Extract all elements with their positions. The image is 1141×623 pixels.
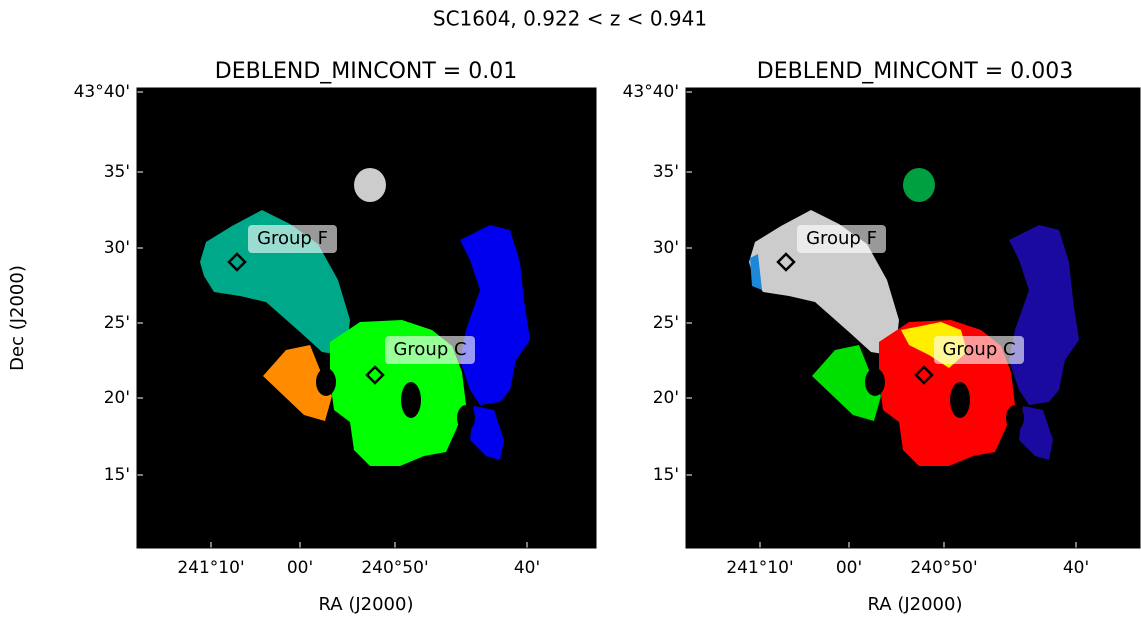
hole bbox=[316, 368, 336, 396]
panel: 241°10' 00' 240°50' 40' 43°40' 35' 30' 25' 20' 15… bbox=[623, 59, 1141, 615]
axes-frame bbox=[685, 87, 1141, 549]
annotation-box bbox=[934, 336, 1024, 364]
y-tick-label: 25' bbox=[104, 313, 130, 333]
segment bbox=[354, 168, 386, 202]
y-tick-label: 20' bbox=[653, 388, 679, 408]
x-axis-label: RA (J2000) bbox=[868, 594, 963, 615]
y-tick-label: 20' bbox=[104, 388, 130, 408]
annotation-box bbox=[248, 225, 337, 253]
y-tick-label: 30' bbox=[104, 238, 130, 258]
y-tick-label: 35' bbox=[653, 162, 679, 182]
x-tick-label: 240°50' bbox=[910, 558, 977, 578]
annotation-box bbox=[385, 336, 475, 364]
y-tick-label: 25' bbox=[653, 313, 679, 333]
segment bbox=[1019, 406, 1053, 460]
annotation: Group C bbox=[393, 339, 466, 360]
annotation: Group C bbox=[942, 339, 1015, 360]
segment bbox=[812, 345, 881, 421]
panel-title: DEBLEND_MINCONT = 0.003 bbox=[757, 59, 1073, 84]
x-tick-label: 40' bbox=[1063, 558, 1089, 578]
x-tick-label: 241°10' bbox=[177, 558, 244, 578]
figure-title: SC1604, 0.922 < z < 0.941 bbox=[433, 7, 707, 31]
annotation: Group F bbox=[806, 228, 877, 249]
axes-frame bbox=[136, 87, 597, 549]
group-marker bbox=[914, 365, 934, 385]
y-tick-label: 15' bbox=[653, 465, 679, 485]
hole bbox=[401, 382, 421, 418]
group-marker bbox=[365, 365, 385, 385]
group-marker bbox=[227, 252, 247, 272]
segment bbox=[1009, 225, 1079, 405]
hole bbox=[457, 405, 475, 431]
y-tick-label: 15' bbox=[104, 465, 130, 485]
panel-title: DEBLEND_MINCONT = 0.01 bbox=[215, 59, 517, 84]
annotation: Group F bbox=[257, 228, 328, 249]
group-marker bbox=[776, 252, 796, 272]
annotation-box bbox=[797, 225, 886, 253]
x-tick-label: 00' bbox=[836, 558, 862, 578]
y-axis-label: Dec (J2000) bbox=[7, 265, 28, 371]
x-tick-label: 240°50' bbox=[361, 558, 428, 578]
image bbox=[137, 88, 596, 548]
panel: 241°10' 00' 240°50' 40' 43°40' 35' 30' 25' 20' 15… bbox=[7, 59, 597, 615]
x-tick-label: 241°10' bbox=[726, 558, 793, 578]
segment bbox=[903, 168, 935, 202]
y-tick-label: 30' bbox=[653, 238, 679, 258]
segment bbox=[470, 406, 504, 460]
y-tick-label: 43°40' bbox=[623, 82, 679, 102]
hole bbox=[1006, 405, 1024, 431]
x-tick-label: 00' bbox=[287, 558, 313, 578]
segment bbox=[460, 225, 530, 405]
hole bbox=[865, 368, 885, 396]
x-tick-label: 40' bbox=[514, 558, 540, 578]
x-axis-label: RA (J2000) bbox=[319, 594, 414, 615]
hole bbox=[950, 382, 970, 418]
y-tick-label: 35' bbox=[104, 162, 130, 182]
y-tick-label: 43°40' bbox=[74, 82, 130, 102]
segment bbox=[263, 345, 332, 421]
segment bbox=[750, 254, 762, 290]
